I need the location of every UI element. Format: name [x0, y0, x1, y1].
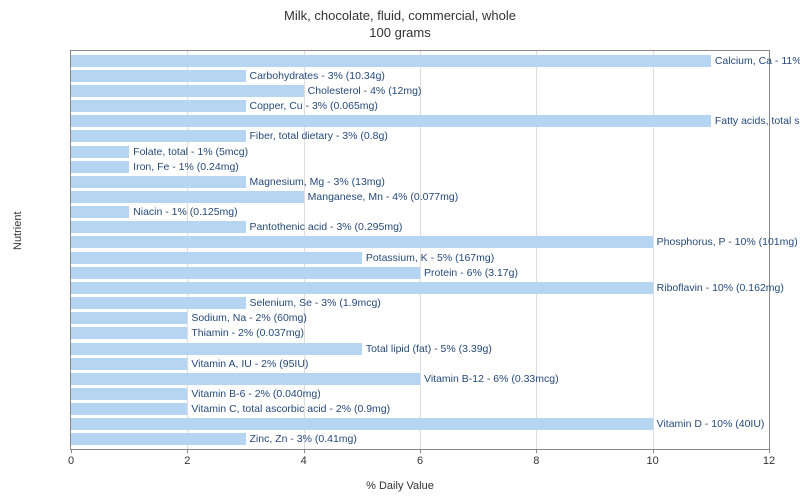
gridline [536, 51, 537, 449]
bar [71, 161, 129, 173]
bar [71, 115, 711, 127]
bar-label: Vitamin B-12 - 6% (0.33mcg) [424, 373, 559, 385]
bar [71, 282, 653, 294]
bar [71, 191, 304, 203]
bar-label: Riboflavin - 10% (0.162mg) [657, 282, 784, 294]
bar [71, 358, 187, 370]
bar-label: Folate, total - 1% (5mcg) [133, 146, 248, 158]
bar [71, 206, 129, 218]
gridline [653, 51, 654, 449]
x-tick-mark [187, 449, 188, 453]
bar [71, 403, 187, 415]
bar [71, 100, 246, 112]
bar-label: Cholesterol - 4% (12mg) [308, 85, 422, 97]
bar-label: Thiamin - 2% (0.037mg) [191, 327, 304, 339]
x-tick-label: 4 [301, 455, 307, 467]
bar [71, 221, 246, 233]
x-tick-label: 0 [68, 455, 74, 467]
bar [71, 252, 362, 264]
bar-label: Vitamin B-6 - 2% (0.040mg) [191, 388, 320, 400]
bar [71, 418, 653, 430]
title-line-2: 100 grams [369, 25, 430, 40]
bar-label: Vitamin A, IU - 2% (95IU) [191, 358, 308, 370]
bar [71, 373, 420, 385]
bar-label: Magnesium, Mg - 3% (13mg) [250, 176, 385, 188]
plot-area: 024681012Calcium, Ca - 11% (112mg)Carboh… [70, 50, 770, 450]
bar-label: Vitamin D - 10% (40IU) [657, 418, 765, 430]
x-tick-label: 6 [417, 455, 423, 467]
bar-label: Pantothenic acid - 3% (0.295mg) [250, 221, 403, 233]
bar-label: Fiber, total dietary - 3% (0.8g) [250, 130, 388, 142]
bar [71, 176, 246, 188]
x-tick-mark [304, 449, 305, 453]
bar [71, 433, 246, 445]
bar [71, 236, 653, 248]
bar-label: Sodium, Na - 2% (60mg) [191, 312, 307, 324]
x-tick-mark [769, 449, 770, 453]
x-axis-label: % Daily Value [0, 480, 800, 492]
bar [71, 130, 246, 142]
x-tick-label: 8 [533, 455, 539, 467]
chart-title: Milk, chocolate, fluid, commercial, whol… [0, 0, 800, 42]
x-tick-label: 2 [184, 455, 190, 467]
x-tick-mark [420, 449, 421, 453]
x-tick-mark [653, 449, 654, 453]
bar-label: Potassium, K - 5% (167mg) [366, 252, 494, 264]
x-tick-mark [71, 449, 72, 453]
bar-label: Carbohydrates - 3% (10.34g) [250, 70, 385, 82]
bar-label: Zinc, Zn - 3% (0.41mg) [250, 433, 357, 445]
bar-label: Phosphorus, P - 10% (101mg) [657, 236, 798, 248]
bar-label: Niacin - 1% (0.125mg) [133, 206, 237, 218]
gridline [420, 51, 421, 449]
bar [71, 85, 304, 97]
bar-label: Calcium, Ca - 11% (112mg) [715, 55, 800, 67]
bar [71, 55, 711, 67]
x-tick-label: 10 [647, 455, 659, 467]
bar [71, 343, 362, 355]
bar [71, 267, 420, 279]
bar-label: Copper, Cu - 3% (0.065mg) [250, 100, 378, 112]
chart-container: Milk, chocolate, fluid, commercial, whol… [0, 0, 800, 500]
bar-label: Total lipid (fat) - 5% (3.39g) [366, 343, 492, 355]
bar-label: Selenium, Se - 3% (1.9mcg) [250, 297, 381, 309]
bar [71, 312, 187, 324]
bar [71, 146, 129, 158]
y-axis-label: Nutrient [12, 211, 24, 250]
bar-label: Fatty acids, total saturated - 11% (2.10… [715, 115, 800, 127]
bar-label: Protein - 6% (3.17g) [424, 267, 518, 279]
bar-label: Iron, Fe - 1% (0.24mg) [133, 161, 239, 173]
bar [71, 297, 246, 309]
bar [71, 70, 246, 82]
bar-label: Manganese, Mn - 4% (0.077mg) [308, 191, 459, 203]
bar [71, 327, 187, 339]
x-tick-label: 12 [763, 455, 775, 467]
x-tick-mark [536, 449, 537, 453]
title-line-1: Milk, chocolate, fluid, commercial, whol… [284, 8, 516, 23]
bar-label: Vitamin C, total ascorbic acid - 2% (0.9… [191, 403, 390, 415]
bar [71, 388, 187, 400]
